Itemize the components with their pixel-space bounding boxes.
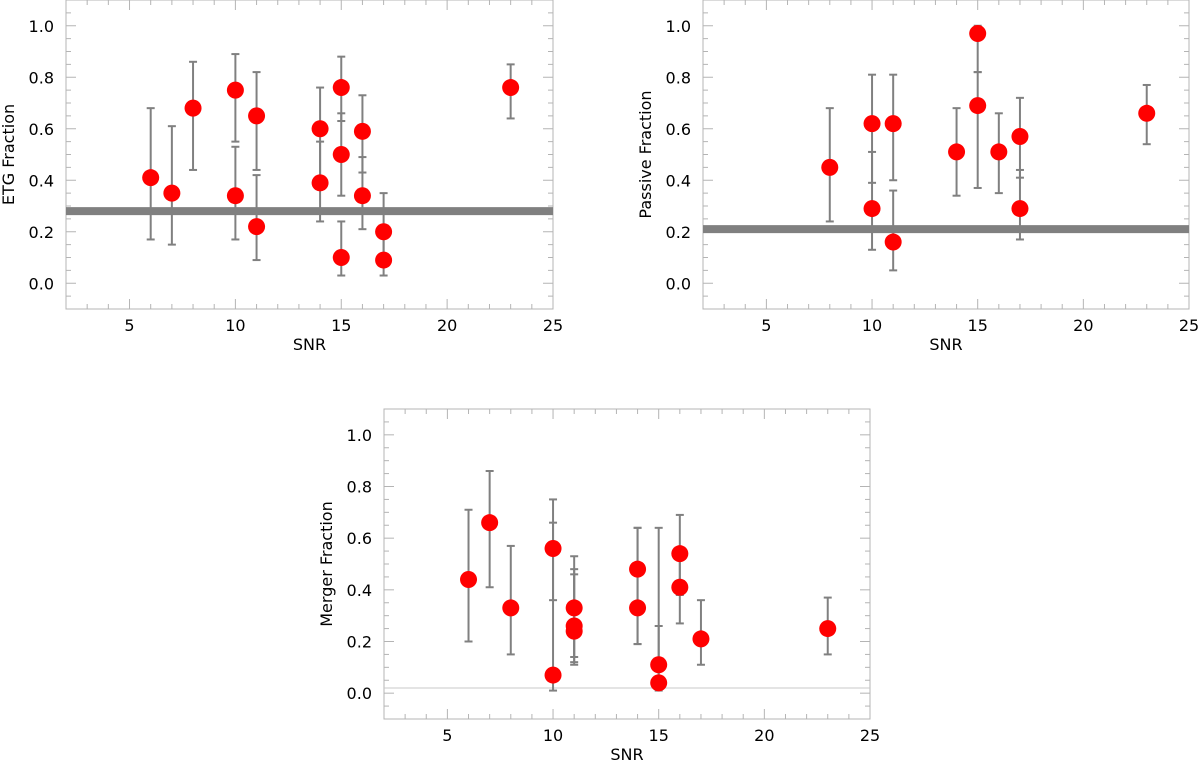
y-tick-label: 0.8	[347, 478, 372, 497]
y-tick-label: 0.4	[666, 171, 691, 190]
data-point	[248, 107, 266, 125]
x-tick-label: 25	[860, 726, 880, 745]
data-point	[821, 158, 839, 176]
plot-frame	[383, 408, 871, 720]
y-tick-label: 0.0	[29, 274, 54, 293]
x-tick-label: 10	[862, 316, 882, 335]
data-point	[332, 146, 350, 163]
y-tick-label: 0.2	[666, 223, 691, 242]
plot-frame	[65, 0, 554, 310]
data-point	[226, 81, 244, 99]
x-tick-label: 20	[437, 316, 457, 335]
data-point	[544, 666, 562, 684]
data-point	[565, 599, 583, 617]
x-axis-label: SNR	[929, 335, 962, 354]
y-tick-label: 0.6	[347, 529, 372, 548]
y-tick-label: 1.0	[347, 426, 372, 445]
data-point	[184, 99, 202, 117]
y-tick-label: 0.0	[666, 274, 691, 293]
data-point	[948, 143, 966, 161]
y-tick-label: 0.2	[29, 223, 54, 242]
data-point	[819, 620, 837, 638]
merger-fraction-panel: 5 10 15 20 25 0.0 0.2 0.4 0.6 0.8 1.0 SNR Merger Fra…	[317, 408, 880, 764]
data-point	[1138, 104, 1156, 122]
etg-fraction-panel: 5 10 15 20 25 0.0 0.2 0.4 0.6 0.8 1.0 SNR ETG Fracti…	[0, 0, 563, 354]
passive-fraction-panel: 5 10 15 20 25 0.0 0.2 0.4 0.6 0.8 1.0 SNR Passive Fr…	[636, 0, 1199, 354]
x-tick-label: 5	[124, 316, 134, 335]
data-point	[460, 571, 478, 588]
data-point	[650, 656, 668, 674]
data-point	[692, 630, 710, 648]
y-tick-label: 1.0	[666, 17, 691, 36]
data-point	[226, 187, 244, 205]
data-point	[969, 97, 987, 115]
y-tick-label: 0.8	[29, 68, 54, 87]
data-point	[1011, 200, 1029, 218]
x-axis-label: SNR	[293, 335, 326, 354]
data-point	[671, 545, 689, 563]
x-tick-label: 15	[968, 316, 988, 335]
y-tick-label: 0.4	[29, 171, 54, 190]
x-axis-label: SNR	[610, 745, 643, 764]
y-tick-label: 0.8	[666, 68, 691, 87]
data-point	[353, 187, 371, 205]
data-point	[248, 218, 266, 236]
data-point	[629, 599, 647, 617]
x-tick-label: 10	[225, 316, 245, 335]
data-point	[481, 514, 499, 532]
data-point	[311, 120, 329, 138]
y-tick-label: 1.0	[29, 17, 54, 36]
data-point	[863, 200, 881, 218]
y-tick-label: 0.6	[29, 120, 54, 139]
data-point	[990, 143, 1008, 161]
data-point	[502, 79, 520, 97]
x-tick-label: 25	[1179, 316, 1199, 335]
data-point	[650, 674, 668, 692]
data-point	[544, 540, 562, 557]
x-tick-label: 25	[543, 316, 563, 335]
data-point	[353, 122, 371, 140]
y-tick-label: 0.0	[347, 684, 372, 703]
y-tick-label: 0.6	[666, 120, 691, 139]
x-tick-label: 10	[543, 726, 563, 745]
data-point	[375, 223, 393, 241]
plot-frame	[702, 0, 1190, 310]
x-tick-label: 15	[331, 316, 351, 335]
y-axis-label: Passive Fraction	[636, 90, 655, 218]
data-point	[332, 249, 350, 266]
x-tick-label: 5	[761, 316, 771, 335]
data-point	[1011, 127, 1029, 145]
y-axis-label: ETG Fraction	[0, 104, 18, 205]
data-point	[502, 599, 520, 617]
data-point	[884, 233, 902, 251]
data-point	[969, 24, 987, 42]
x-tick-label: 20	[1073, 316, 1093, 335]
x-tick-label: 5	[442, 726, 452, 745]
data-point	[375, 251, 393, 269]
data-point	[884, 115, 902, 133]
data-point	[671, 578, 689, 596]
data-point	[863, 115, 881, 133]
data-point	[629, 560, 647, 578]
data-point	[163, 184, 181, 202]
data-point	[311, 174, 329, 192]
y-axis-label: Merger Fraction	[317, 501, 336, 626]
y-tick-label: 0.4	[347, 581, 372, 600]
data-point	[565, 622, 583, 640]
y-tick-label: 0.2	[347, 633, 372, 652]
x-tick-label: 15	[649, 726, 669, 745]
data-point	[142, 169, 160, 187]
data-point	[332, 79, 350, 97]
x-tick-label: 20	[754, 726, 774, 745]
